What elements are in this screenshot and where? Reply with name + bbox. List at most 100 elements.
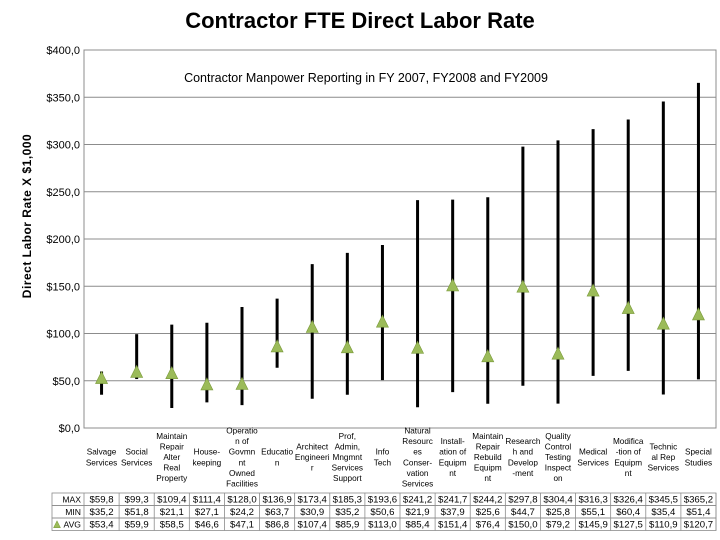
gridlines	[84, 96, 716, 382]
avg-markers	[95, 278, 705, 391]
category-label: Educatio	[261, 448, 293, 457]
table-cell: $345,5	[649, 495, 678, 506]
category-label: nt	[239, 458, 247, 467]
category-label: Develop	[508, 458, 538, 467]
table-cell: $241,2	[403, 495, 432, 506]
table-cell: $50,6	[370, 507, 394, 518]
category-label: Control	[545, 442, 572, 451]
category-label: Salvage	[87, 448, 117, 457]
table-cell: $244,2	[473, 495, 502, 506]
category-label: -ment	[512, 469, 534, 478]
table-row-header: MAX	[62, 495, 81, 505]
table-cell: $37,9	[441, 507, 465, 518]
table-cell: $53,4	[90, 520, 115, 531]
table-cell: $173,4	[298, 495, 328, 506]
category-label: Research	[505, 437, 540, 446]
category-label: ation of	[439, 448, 467, 457]
category-label: Operatio	[226, 427, 258, 436]
table-cell: $151,4	[438, 520, 468, 531]
table-cell: $127,5	[614, 520, 643, 531]
table-cell: $30,9	[300, 507, 324, 518]
category-label: Services	[121, 458, 152, 467]
category-label: Equipm	[439, 458, 467, 467]
category-label: Social	[126, 448, 148, 457]
category-label: Inspect	[545, 464, 572, 473]
legend-avg-marker	[53, 520, 61, 528]
table-cell: $21,1	[160, 507, 184, 518]
table-cell: $107,4	[298, 520, 328, 531]
category-label: r	[311, 464, 314, 473]
category-label: Facilities	[226, 480, 258, 489]
category-label: Architect	[296, 442, 329, 451]
category-label: es	[413, 448, 422, 457]
category-label: Quality	[545, 432, 571, 441]
category-label: keeping	[193, 458, 222, 467]
category-label: Equipm	[614, 458, 642, 467]
table-cell: $59,8	[90, 495, 114, 506]
table-cell: $326,4	[614, 495, 644, 506]
table-cell: $79,2	[546, 520, 570, 531]
table-row-header: MIN	[65, 507, 81, 517]
category-label: Maintain	[156, 432, 187, 441]
table-cell: $59,9	[125, 520, 149, 531]
category-label: on	[553, 474, 563, 483]
table-cell: $113,0	[368, 520, 397, 531]
table-cell: $35,2	[90, 507, 114, 518]
table-cell: $297,8	[508, 495, 537, 506]
category-label: vation	[407, 469, 429, 478]
avg-marker	[165, 366, 179, 380]
category-label: House-	[194, 448, 221, 457]
avg-marker	[481, 349, 495, 363]
table-cell: $304,4	[543, 495, 573, 506]
category-label: Resourc	[402, 437, 433, 446]
category-label: n of	[235, 437, 249, 446]
table-cell: $60,4	[616, 507, 641, 518]
table-cell: $150,0	[508, 520, 537, 531]
category-label: Rebuild	[474, 453, 502, 462]
category-label: Conser-	[403, 458, 432, 467]
avg-marker	[446, 278, 460, 292]
category-label: n	[275, 458, 280, 467]
avg-marker	[411, 340, 425, 354]
table-cell: $128,0	[227, 495, 256, 506]
range-lines	[100, 82, 700, 409]
avg-marker	[235, 376, 249, 390]
table-cell: $110,9	[649, 520, 678, 531]
category-label: Natural	[404, 427, 431, 436]
table-cell: $76,4	[476, 520, 501, 531]
y-tick-label: $100,0	[46, 329, 80, 341]
table-cell: $46,6	[195, 520, 219, 531]
table-cell: $51,8	[125, 507, 149, 518]
table-cell: $63,7	[265, 507, 289, 518]
table-cell: $51,4	[686, 507, 711, 518]
category-label: Technic	[649, 442, 677, 451]
table-cell: $136,9	[262, 495, 291, 506]
category-label: Services	[402, 480, 433, 489]
avg-marker	[586, 283, 600, 297]
y-tick-label: $200,0	[46, 234, 80, 246]
avg-marker	[516, 279, 530, 293]
category-label: Maintain	[472, 432, 503, 441]
table-cell: $47,1	[230, 520, 254, 531]
category-label: Studies	[685, 458, 712, 467]
category-label: Prof,	[339, 432, 356, 441]
category-label: Modifica	[613, 437, 644, 446]
category-label: Special	[685, 448, 712, 457]
category-label: h and	[513, 448, 534, 457]
table-cell: $85,4	[406, 520, 431, 531]
category-label: nt	[484, 474, 492, 483]
category-label: -tion of	[616, 448, 642, 457]
table-cell: $99,3	[125, 495, 149, 506]
table-cell: $316,3	[578, 495, 607, 506]
category-label: Property	[156, 474, 188, 483]
table-cell: $27,1	[195, 507, 219, 518]
category-label: Services	[86, 458, 117, 467]
avg-marker	[551, 346, 565, 360]
y-tick-label: $350,0	[46, 92, 80, 104]
category-label: Real	[163, 464, 180, 473]
category-label: Testing	[545, 453, 571, 462]
avg-marker	[95, 370, 109, 384]
avg-marker	[375, 314, 389, 328]
avg-marker	[130, 364, 144, 378]
